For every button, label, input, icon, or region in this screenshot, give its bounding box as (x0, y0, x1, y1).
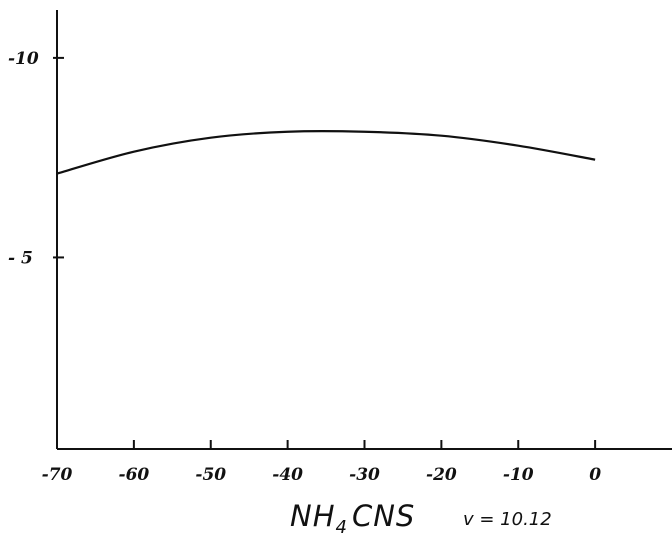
x-tick-label: -10 (503, 465, 534, 485)
x-tick-label: -60 (119, 465, 150, 485)
x-tick-label: -70 (42, 465, 73, 485)
y-tick-label: -10 (8, 49, 39, 69)
x-tick-labels: -70 -60 -50 -40 -30 -20 -10 0 (42, 465, 602, 485)
series-layer (56, 129, 596, 175)
axes (56, 10, 672, 450)
compound-suffix: CNS (352, 499, 415, 533)
series-line (56, 129, 596, 175)
compound-label: NH4 CNS (290, 499, 415, 537)
x-tick-label: -30 (349, 465, 380, 485)
compound-prefix: NH (290, 499, 336, 533)
y-ticks (53, 56, 64, 259)
y-tick-label: - 5 (8, 248, 33, 268)
y-tick-labels: -10 - 5 (8, 49, 39, 269)
x-tick-label: -40 (272, 465, 303, 485)
x-tick-label: 0 (589, 465, 601, 485)
x-ticks (56, 440, 597, 449)
x-tick-label: -50 (195, 465, 226, 485)
compound-subscript: 4 (336, 517, 348, 537)
condition-label: v = 10.12 (463, 509, 552, 530)
x-tick-label: -20 (426, 465, 457, 485)
